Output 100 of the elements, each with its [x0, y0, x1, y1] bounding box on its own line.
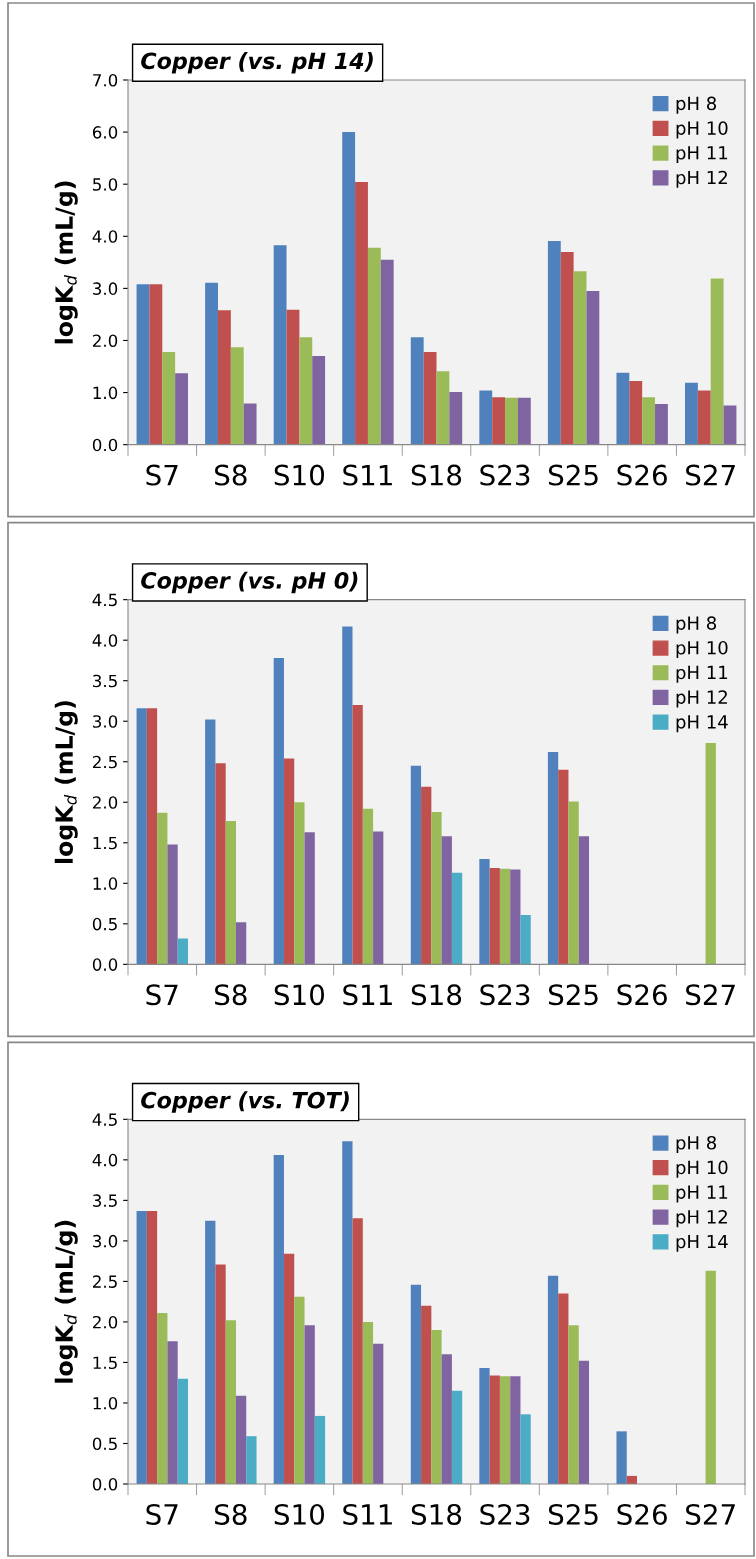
bar [697, 390, 711, 445]
bar [136, 1210, 147, 1484]
x-tick-label: S27 [686, 464, 735, 486]
bar [352, 1218, 363, 1484]
bar [352, 705, 363, 965]
bar [520, 914, 531, 965]
y-tick-label: 0.5 [92, 1437, 117, 1451]
bar [431, 1330, 442, 1484]
bar [355, 182, 368, 445]
x-tick-label: S25 [548, 1503, 598, 1525]
bar [560, 251, 574, 445]
bar [225, 820, 236, 965]
y-tick-label: 3.0 [93, 715, 118, 728]
y-tick-label: 2.0 [92, 1315, 118, 1329]
bar [167, 844, 178, 965]
bar [157, 1313, 168, 1484]
x-tick-label: S23 [480, 1503, 530, 1525]
legend-label: pH 11 [676, 665, 728, 683]
chart-title: Copper (vs. TOT) [141, 1091, 349, 1113]
bar [294, 802, 305, 965]
bar [177, 1378, 188, 1484]
bar [431, 811, 442, 965]
x-tick-label: S7 [146, 464, 178, 486]
bar [410, 337, 424, 445]
x-tick-label: S7 [146, 984, 178, 1006]
bar [362, 808, 374, 965]
x-tick-label: S8 [215, 984, 247, 1006]
y-axis-title: logK$_{d}$ (mL/g) [54, 1220, 78, 1383]
bar [479, 858, 490, 965]
bar [449, 392, 463, 445]
bar [685, 382, 698, 445]
y-tick-label: 4.0 [92, 230, 118, 243]
legend-label: pH 8 [676, 96, 717, 114]
bar [616, 1431, 627, 1484]
x-tick-label: S26 [617, 984, 667, 1006]
x-tick-label: S18 [411, 464, 462, 486]
bar [149, 284, 163, 445]
bar [573, 271, 587, 445]
legend-label: pH 11 [676, 1185, 728, 1203]
bar [205, 719, 216, 965]
chart-title: Copper (vs. pH 0) [141, 571, 358, 594]
x-tick-label: S18 [411, 984, 462, 1006]
bar [547, 1275, 559, 1484]
bar [299, 337, 313, 445]
bar [441, 1354, 452, 1484]
x-tick-label: S23 [480, 464, 530, 486]
legend-label: pH 12 [676, 170, 727, 188]
y-tick-label: 2.5 [92, 1275, 117, 1288]
y-tick-label: 3.0 [93, 1234, 118, 1248]
legend-label: pH 12 [676, 1209, 727, 1228]
bar [421, 786, 432, 965]
bar [342, 132, 356, 445]
y-tick-label: 7.0 [93, 73, 118, 87]
legend-label: pH 10 [676, 1160, 728, 1178]
bar [723, 405, 737, 445]
bar [304, 832, 315, 965]
y-tick-label: 4.0 [92, 634, 118, 647]
bar [215, 763, 226, 965]
bar [710, 278, 724, 445]
bar [283, 1253, 295, 1484]
x-tick-label: S11 [343, 984, 392, 1006]
x-tick-label: S25 [548, 464, 598, 486]
y-tick-label: 4.5 [92, 593, 117, 607]
legend-label: pH 14 [676, 1234, 728, 1252]
y-tick-label: 3.5 [93, 674, 117, 688]
chart-title: Copper (vs. pH 14) [141, 52, 373, 74]
y-tick-label: 2.5 [92, 755, 117, 769]
bar [578, 1360, 590, 1484]
x-tick-label: S11 [343, 464, 392, 486]
bar [342, 1141, 353, 1484]
y-axis-title: logK$_{d}$ (mL/g) [54, 701, 78, 864]
bar [294, 1296, 305, 1484]
x-tick-label: S10 [274, 984, 325, 1006]
bar [283, 758, 295, 965]
bar [225, 1320, 236, 1484]
bar [421, 1305, 432, 1484]
y-tick-label: 1.5 [93, 1356, 117, 1370]
bar [510, 869, 521, 965]
bar [217, 310, 231, 445]
y-tick-label: 1.5 [93, 836, 117, 850]
bar [304, 1325, 315, 1484]
bar [558, 769, 569, 965]
x-tick-label: S8 [215, 464, 247, 486]
bar [286, 309, 300, 445]
bar [479, 1368, 490, 1484]
bar [373, 1343, 384, 1484]
y-tick-label: 0.0 [92, 438, 118, 452]
y-tick-label: 3.0 [93, 282, 118, 295]
bar [505, 397, 518, 445]
bar [517, 397, 531, 445]
x-tick-label: S27 [686, 984, 735, 1006]
bar [705, 1270, 716, 1484]
y-tick-label: 6.0 [92, 126, 118, 139]
bar [616, 372, 630, 445]
legend-label: pH 11 [676, 146, 728, 164]
bar [273, 245, 287, 445]
bar [489, 867, 500, 965]
x-tick-label: S26 [617, 1503, 667, 1525]
bar [273, 658, 284, 965]
bar [215, 1264, 226, 1484]
